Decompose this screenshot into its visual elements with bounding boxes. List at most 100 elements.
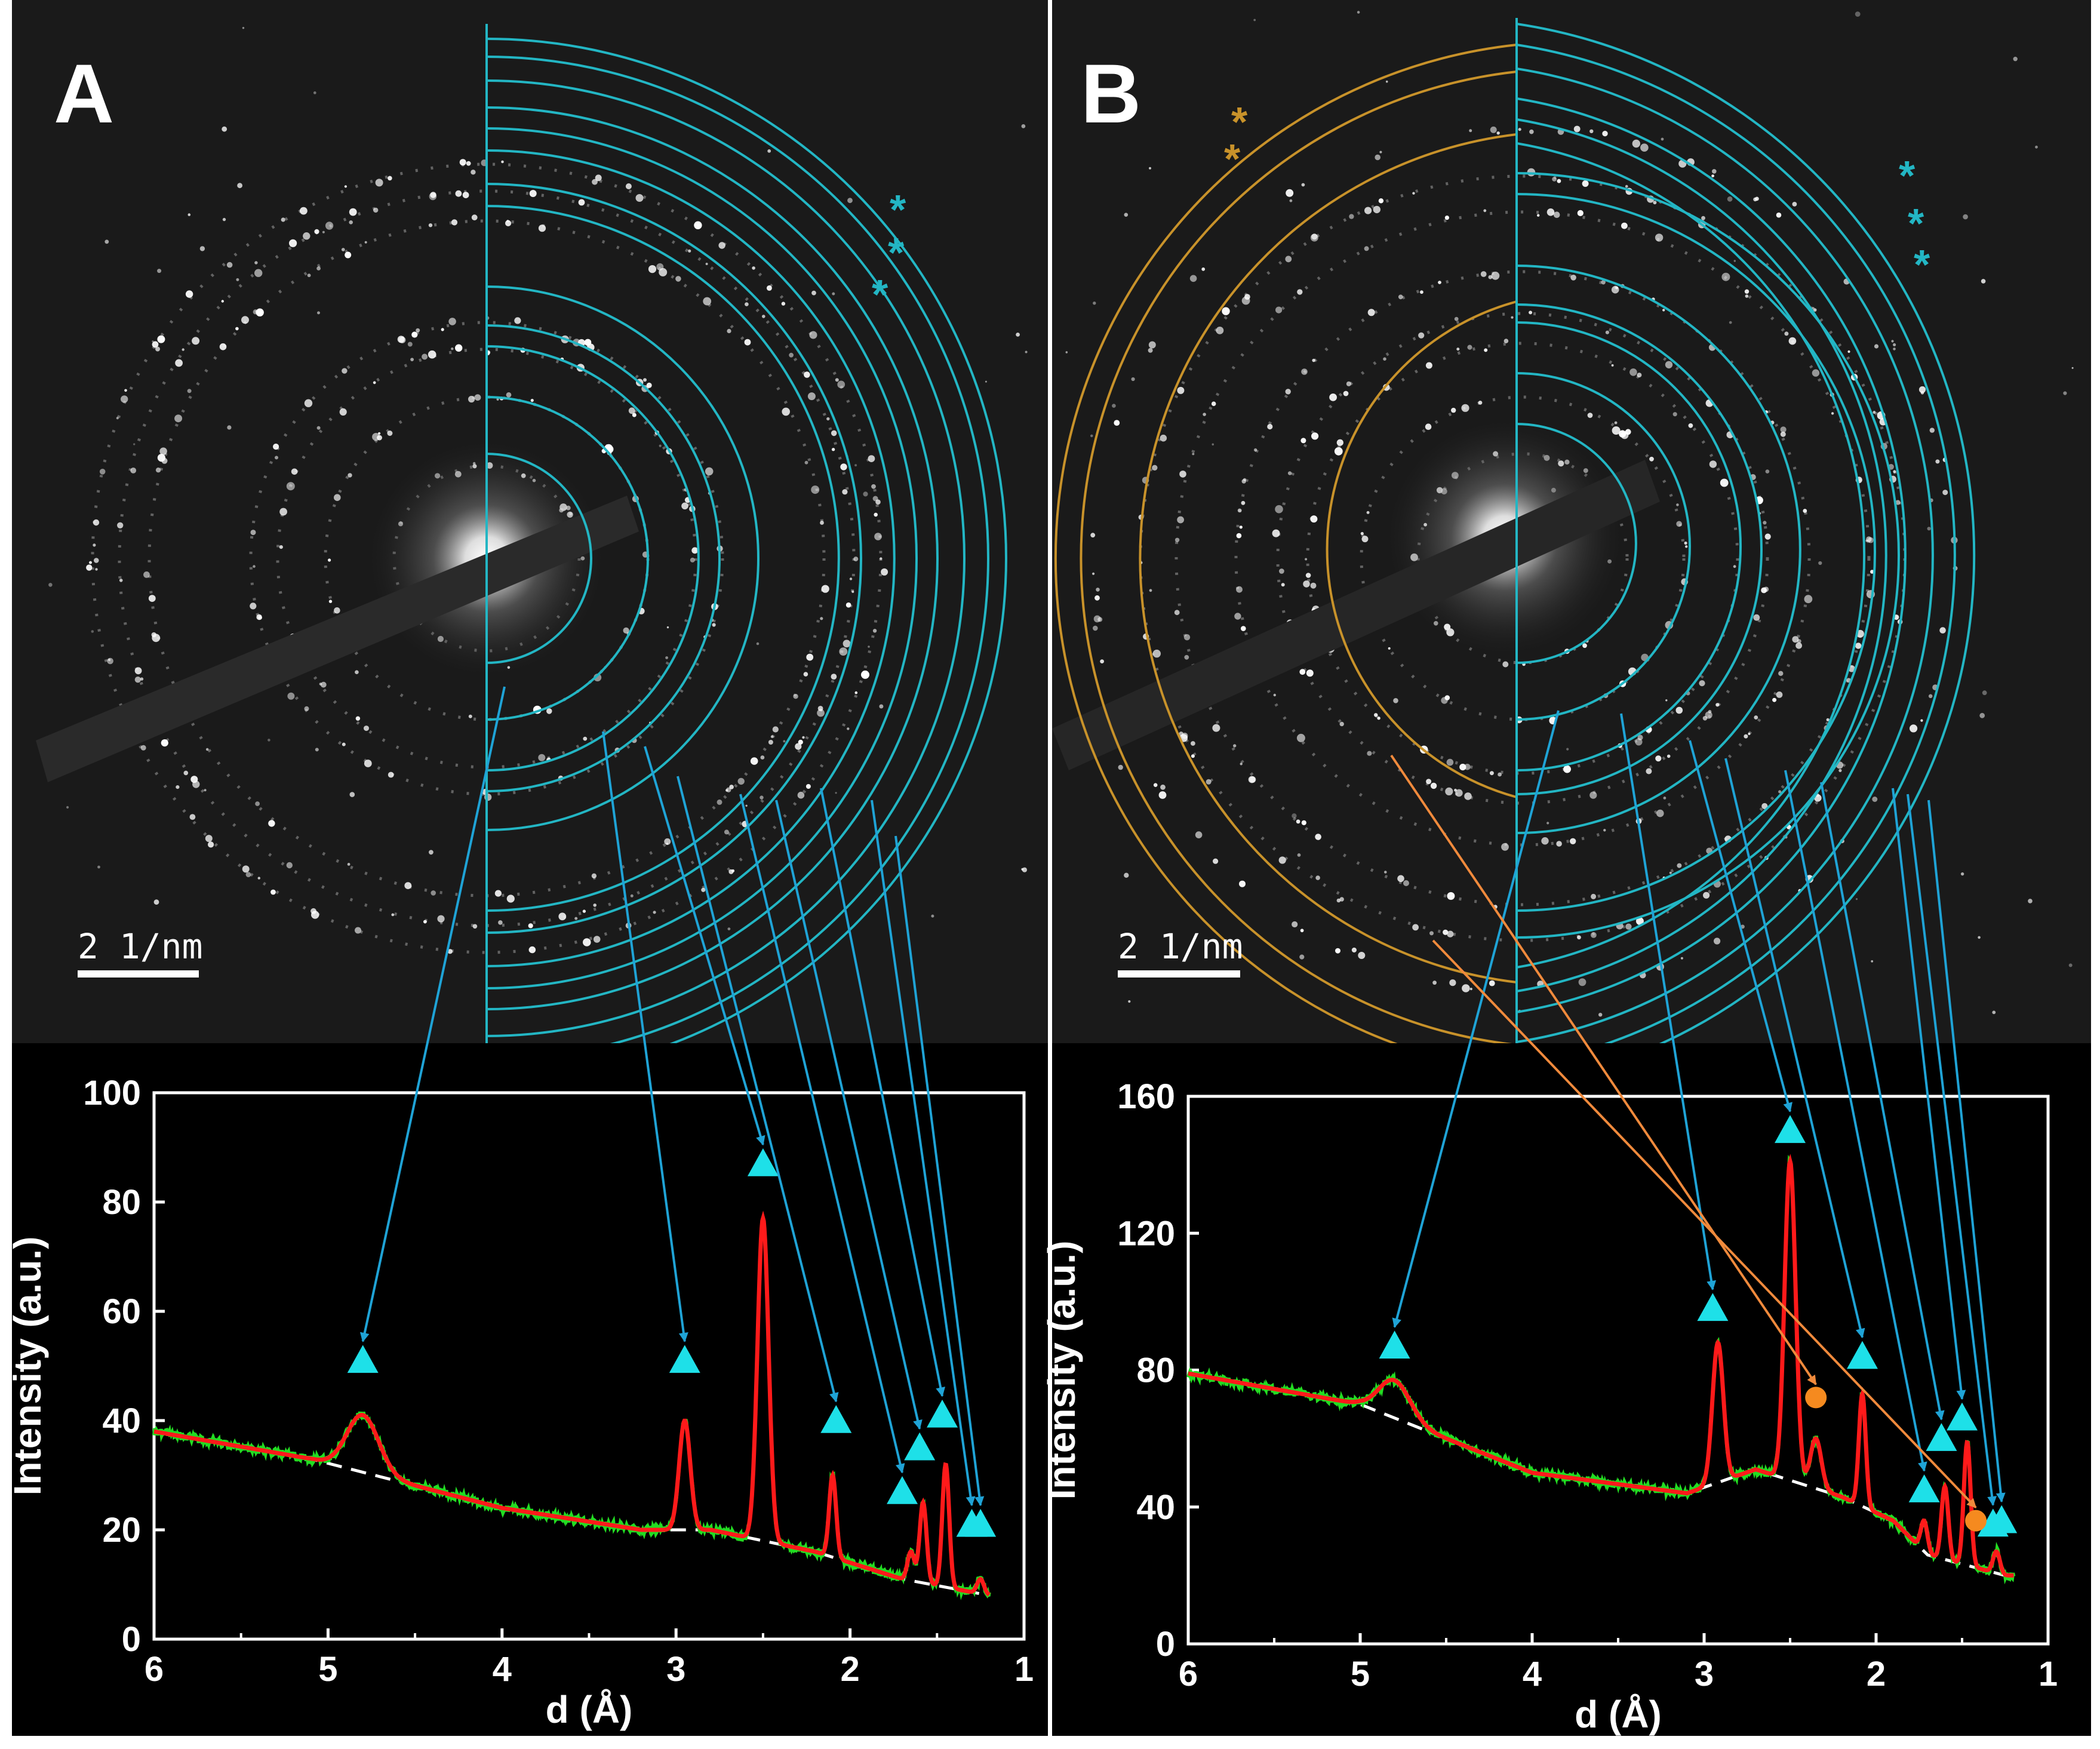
diffraction-spot (1297, 289, 1303, 295)
diffraction-spot (1364, 246, 1369, 251)
diffraction-spot (831, 448, 835, 451)
diffraction-spot (208, 841, 214, 848)
y-tick-label: 80 (1136, 1351, 1175, 1390)
diffraction-spot (703, 297, 712, 306)
orange-ring-to-peak-arrow (1432, 939, 1977, 1509)
diffraction-spot (279, 545, 283, 549)
x-tick-label: 6 (1179, 1655, 1198, 1693)
diffraction-spot (89, 561, 92, 564)
diffraction-spot (592, 179, 598, 185)
diffraction-spot (1503, 339, 1509, 343)
diffraction-spot (1772, 697, 1777, 702)
diffraction-spot (1375, 154, 1380, 161)
diffraction-spot (1929, 428, 1935, 433)
diffraction-spot (1720, 478, 1729, 487)
panel-b-orange-rings (1054, 44, 1517, 1073)
diffraction-spot (1552, 177, 1557, 182)
peak-marker-triangle (1697, 1293, 1729, 1321)
diffraction-spot (1855, 11, 1861, 17)
panel-a-letter: A (54, 47, 114, 140)
diffraction-spot (355, 670, 359, 674)
diffraction-spot (1358, 952, 1366, 959)
diffraction-spot (300, 207, 308, 215)
diffraction-spot (1446, 758, 1454, 766)
diffraction-spot (766, 285, 772, 291)
diffraction-spot (1289, 199, 1293, 202)
diffraction-spot (1578, 978, 1586, 986)
y-tick-label: 20 (102, 1511, 141, 1550)
ring-to-peak-arrow (644, 746, 765, 1146)
diffraction-spot (187, 213, 191, 216)
diffraction-spot (1744, 289, 1750, 294)
diffraction-spot (1632, 139, 1640, 148)
diffraction-spot (1360, 531, 1364, 536)
diffraction-spot (1870, 570, 1874, 574)
chart-b: 6 5 4 3 2 1 0 40 80 120 160 d (Å) Intensity (a.u.) (1040, 1077, 2058, 1736)
diffraction-spot (1675, 706, 1683, 714)
diffraction-spot (1625, 185, 1628, 188)
diffraction-spot (1978, 936, 1981, 939)
peak-marker-triangle (1986, 1505, 2018, 1533)
peak-marker-triangle (965, 1508, 997, 1537)
diffraction-spot (1784, 331, 1789, 336)
diffraction-spot (1703, 892, 1710, 899)
diffraction-spot (315, 748, 319, 752)
diffraction-spot (772, 726, 779, 733)
diffraction-spot (192, 780, 200, 788)
diffraction-spot (1640, 143, 1649, 152)
diffraction-spot (872, 629, 877, 633)
diffraction-spot (1191, 741, 1195, 746)
diffraction-spot (119, 579, 123, 582)
diffraction-spot (1239, 880, 1246, 887)
diffraction-spot (1727, 196, 1733, 202)
diffraction-spot (1192, 453, 1195, 456)
diffraction-spot (874, 512, 878, 517)
diffraction-spot (845, 602, 851, 608)
x-tick-label: 1 (1014, 1650, 1034, 1689)
diffraction-spot (681, 502, 688, 510)
diffraction-spot (303, 232, 310, 240)
diffraction-spot (1300, 929, 1304, 933)
ring-to-peak-arrow (1907, 794, 1997, 1506)
diffraction-spot (1305, 573, 1311, 578)
diffraction-spot (275, 456, 278, 460)
diffraction-spot (793, 694, 798, 699)
star-marker: * (888, 229, 905, 276)
diffraction-spot (1577, 210, 1584, 216)
diffraction-spot (593, 936, 601, 943)
diffraction-spot (1211, 401, 1216, 406)
x-tick-label: 4 (1523, 1655, 1542, 1693)
diffraction-spot (1216, 327, 1224, 334)
diffraction-spot (1383, 357, 1386, 361)
diffraction-spot (468, 395, 475, 403)
diffraction-spot (1469, 988, 1472, 991)
diffraction-spot (430, 192, 436, 198)
diffraction-spot (806, 653, 814, 661)
diffraction-spot (874, 533, 882, 540)
y-tick-label: 100 (83, 1074, 141, 1112)
diffraction-spot (1589, 129, 1594, 133)
diffraction-spot (322, 230, 325, 233)
diffraction-spot (307, 273, 311, 278)
diffraction-spot (694, 221, 702, 229)
diffraction-spot (1447, 930, 1454, 937)
diffraction-spot (1920, 391, 1924, 395)
ring-to-peak-arrow (1620, 713, 1717, 1290)
diffraction-spot (1418, 332, 1425, 339)
diffraction-spot (659, 444, 662, 447)
peak-marker-triangle (1908, 1474, 1940, 1502)
ring-to-peak-arrow (894, 835, 985, 1507)
diffraction-spot (281, 217, 285, 222)
panel-a: * * * A 2 1/nm (12, 0, 1048, 1079)
diffraction-spot (148, 595, 156, 602)
diffraction-spot (1429, 931, 1434, 936)
y-tick-label: 60 (102, 1292, 141, 1331)
diffraction-spot (698, 224, 701, 227)
diffraction-spot (1445, 787, 1453, 795)
diffraction-spot (745, 302, 749, 306)
diffraction-spot (1315, 875, 1320, 880)
diffraction-spot (690, 557, 695, 562)
diffraction-spot (2035, 145, 2038, 149)
star-marker: * (1899, 152, 1915, 199)
diffraction-spot (107, 657, 113, 665)
